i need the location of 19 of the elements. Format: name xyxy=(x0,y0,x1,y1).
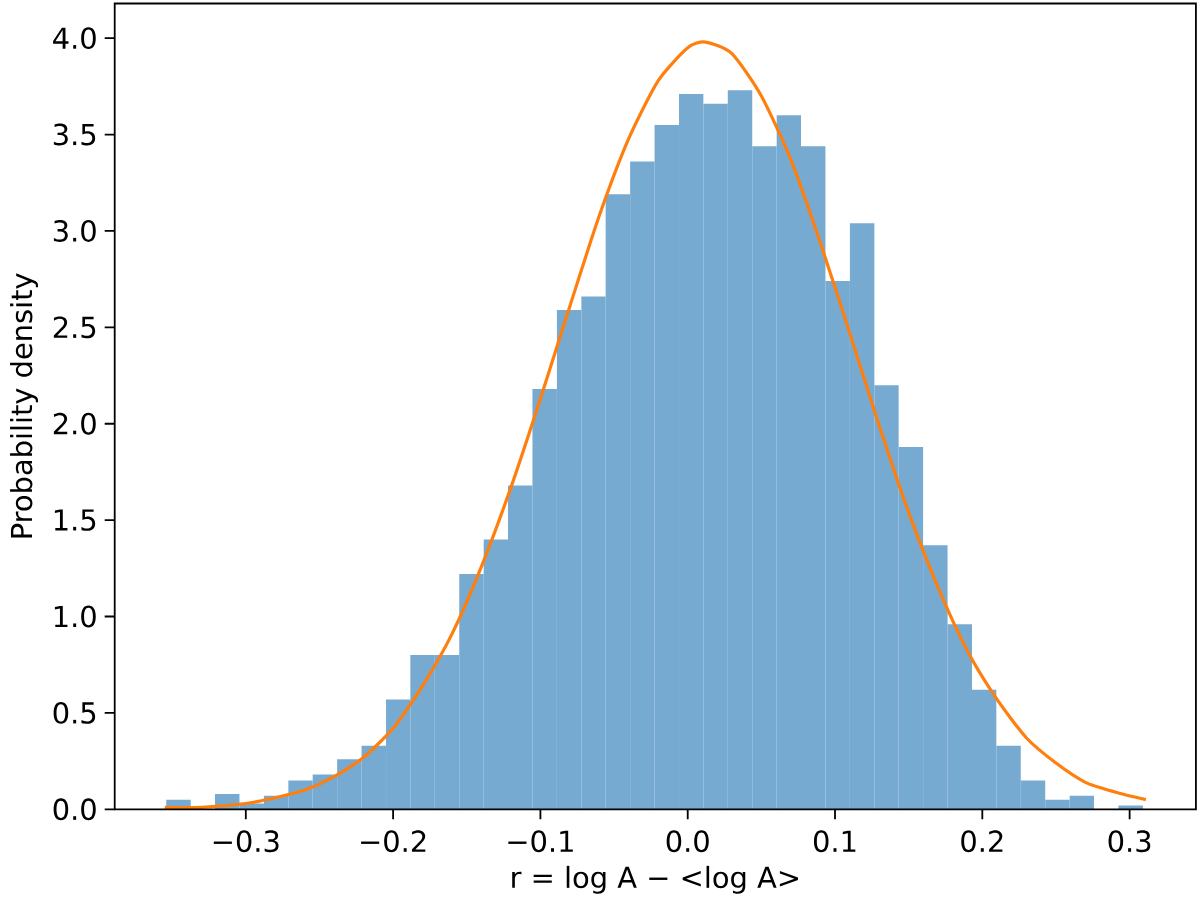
y-tick-label: 1.5 xyxy=(54,509,96,531)
x-tick-label: −0.1 xyxy=(508,830,573,853)
y-tick-label: 3.5 xyxy=(53,123,96,146)
y-tick-label: 2.5 xyxy=(53,316,96,339)
y-tick-label: 0.0 xyxy=(53,798,96,821)
x-axis-title: r = log A − <log A> xyxy=(512,865,798,894)
y-tick-label: 1.0 xyxy=(54,605,96,628)
x-tick-label: 0.0 xyxy=(666,830,709,853)
y-tick-label: 4.0 xyxy=(53,27,96,50)
y-axis-title: Probability density xyxy=(10,273,39,538)
x-tick-label: −0.2 xyxy=(361,830,426,853)
x-tick-label: 0.1 xyxy=(813,830,856,853)
x-tick-label: −0.3 xyxy=(213,830,279,853)
y-tick-label: 3.0 xyxy=(53,220,96,242)
y-tick-label: 2.0 xyxy=(53,412,96,435)
y-tick-label: 0.5 xyxy=(53,701,96,724)
x-tick-label: 0.2 xyxy=(961,830,1003,853)
line-series xyxy=(163,40,1148,810)
x-tick-label: 0.3 xyxy=(1108,830,1151,853)
